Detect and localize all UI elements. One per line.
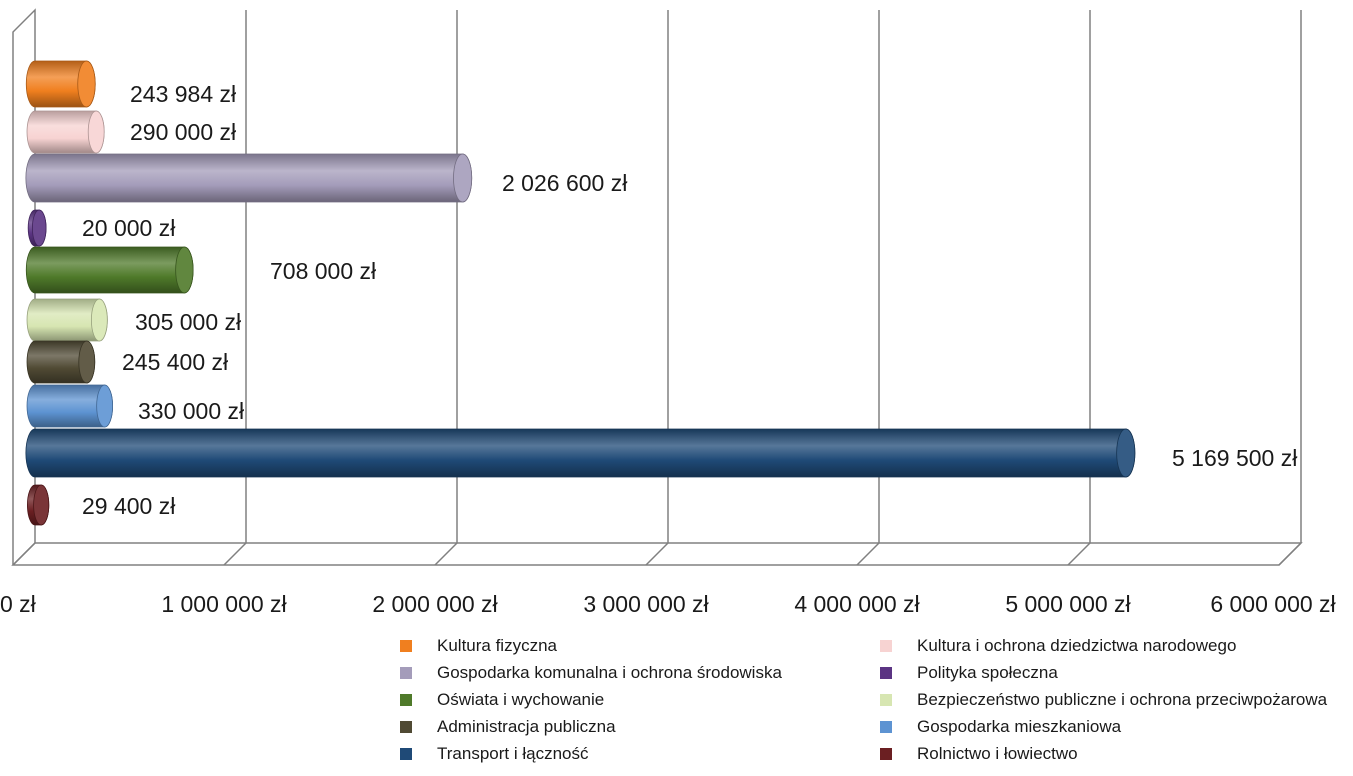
data-labels: 243 984 zł 290 000 zł 2 026 600 zł 20 000 z…	[82, 81, 1297, 519]
bar-cap-1	[77, 60, 96, 108]
legend-swatch	[400, 640, 412, 652]
x-tick-label: 3 000 000 zł	[583, 591, 708, 617]
legend: Kultura fizyczna Kultura i ochrona dziedz…	[400, 636, 1328, 763]
x-tick-label: 5 000 000 zł	[1005, 591, 1130, 617]
x-tick-label: 6 000 000 zł	[1210, 591, 1335, 617]
bar-cap-2	[87, 110, 105, 154]
data-label: 290 000 zł	[130, 119, 236, 145]
data-label: 2 026 600 zł	[502, 170, 627, 196]
legend-label: Transport i łączność	[437, 744, 589, 763]
legend-item: Gospodarka mieszkaniowa	[880, 717, 1122, 736]
floor-tick	[1278, 542, 1302, 566]
floor-tick	[1067, 542, 1091, 566]
floor-tick	[645, 542, 669, 566]
x-tick-label: 0 zł	[0, 591, 36, 617]
x-tick-label: 4 000 000 zł	[794, 591, 919, 617]
legend-item: Administracja publiczna	[400, 717, 616, 736]
legend-item: Bezpieczeństwo publiczne i ochrona przec…	[880, 690, 1328, 709]
legend-label: Administracja publiczna	[437, 717, 616, 736]
bar-3	[25, 153, 473, 203]
legend-item: Transport i łączność	[400, 744, 589, 763]
legend-item: Rolnictwo i łowiectwo	[880, 744, 1078, 763]
legend-swatch	[880, 721, 892, 733]
legend-label: Gospodarka komunalna i ochrona środowisk…	[437, 663, 782, 682]
legend-label: Kultura fizyczna	[437, 636, 558, 655]
data-label: 29 400 zł	[82, 493, 175, 519]
legend-label: Oświata i wychowanie	[437, 690, 604, 709]
bar-cap-10	[33, 484, 50, 526]
data-label: 243 984 zł	[130, 81, 236, 107]
legend-swatch	[880, 667, 892, 679]
bars	[25, 60, 1136, 526]
data-label: 20 000 zł	[82, 215, 175, 241]
x-axis-ticks: 0 zł 1 000 000 zł 2 000 000 zł 3 000 000 zł…	[0, 591, 1336, 617]
legend-item: Polityka społeczna	[880, 663, 1058, 682]
legend-item: Kultura i ochrona dziedzictwa narodowego	[880, 636, 1236, 655]
legend-label: Kultura i ochrona dziedzictwa narodowego	[917, 636, 1236, 655]
bar-9	[25, 428, 1136, 478]
data-label: 245 400 zł	[122, 349, 228, 375]
legend-swatch	[880, 640, 892, 652]
floor-tick	[434, 542, 458, 566]
legend-item: Gospodarka komunalna i ochrona środowisk…	[400, 663, 782, 682]
legend-label: Gospodarka mieszkaniowa	[917, 717, 1122, 736]
bar-cap-8	[96, 384, 114, 428]
floor-tick	[12, 542, 36, 566]
bar-cap-7	[78, 340, 96, 384]
data-label: 330 000 zł	[138, 398, 244, 424]
data-label: 5 169 500 zł	[1172, 445, 1297, 471]
bar-cap-9	[1116, 428, 1136, 478]
x-tick-label: 1 000 000 zł	[161, 591, 286, 617]
legend-swatch	[400, 748, 412, 760]
bar-cap-4	[31, 209, 47, 247]
bar-cap-3	[453, 153, 473, 203]
legend-label: Rolnictwo i łowiectwo	[917, 744, 1078, 763]
floor-tick	[856, 542, 880, 566]
legend-label: Bezpieczeństwo publiczne i ochrona przec…	[917, 690, 1328, 709]
legend-swatch	[400, 721, 412, 733]
bar-cap-5	[175, 246, 194, 294]
legend-swatch	[880, 748, 892, 760]
bar-cap-6	[90, 298, 108, 342]
legend-item: Oświata i wychowanie	[400, 690, 604, 709]
legend-item: Kultura fizyczna	[400, 636, 558, 655]
bar-5	[25, 246, 194, 294]
legend-label: Polityka społeczna	[917, 663, 1058, 682]
legend-swatch	[400, 667, 412, 679]
legend-swatch	[400, 694, 412, 706]
floor-tick	[223, 542, 247, 566]
legend-swatch	[880, 694, 892, 706]
x-tick-label: 2 000 000 zł	[372, 591, 497, 617]
data-label: 708 000 zł	[270, 258, 376, 284]
data-label: 305 000 zł	[135, 309, 241, 335]
